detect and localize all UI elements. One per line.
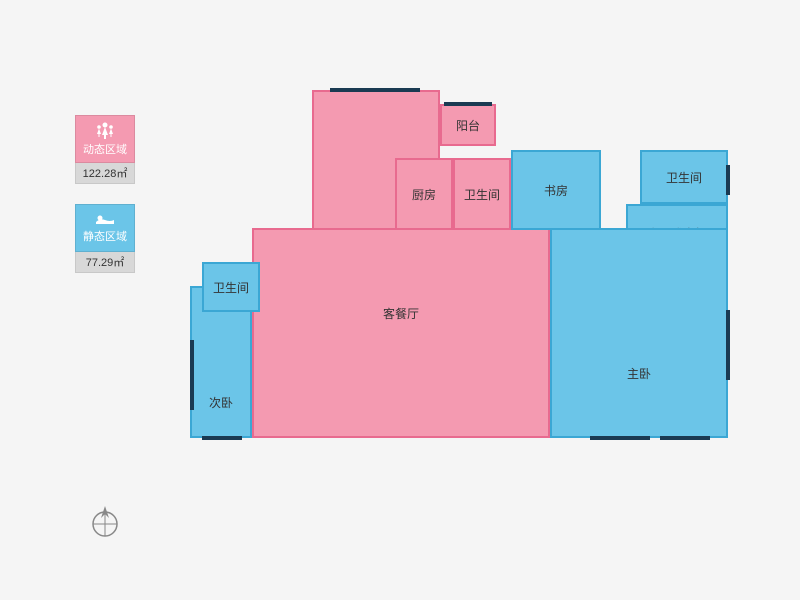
room-kitchen: 厨房 xyxy=(395,158,453,230)
window-mark-5 xyxy=(202,436,242,440)
room-label-living: 客餐厅 xyxy=(381,305,421,322)
room-bath1: 卫生间 xyxy=(453,158,511,230)
floorplan: 客餐厅厨房卫生间阳台书房卫生间步入式衣柜主卧次卧卫生间 xyxy=(190,90,750,470)
room-label-study: 书房 xyxy=(542,182,570,199)
room-label-master: 主卧 xyxy=(625,365,653,382)
window-mark-6 xyxy=(590,436,650,440)
room-label-bath1: 卫生间 xyxy=(462,186,502,203)
window-mark-2 xyxy=(726,165,730,195)
room-master: 主卧 xyxy=(550,228,728,438)
legend-static: 静态区域 77.29㎡ xyxy=(75,204,135,273)
compass-icon xyxy=(85,500,125,540)
people-icon xyxy=(94,121,116,139)
sleep-icon xyxy=(94,212,116,226)
room-label-second: 次卧 xyxy=(207,394,235,411)
legend-static-value: 77.29㎡ xyxy=(75,252,135,273)
window-mark-7 xyxy=(660,436,710,440)
static-zone-icon: 静态区域 xyxy=(75,204,135,252)
room-balcony: 阳台 xyxy=(440,104,496,146)
legend-dynamic-title: 动态区域 xyxy=(83,141,127,157)
room-label-balcony: 阳台 xyxy=(454,117,482,134)
legend-panel: 动态区域 122.28㎡ 静态区域 77.29㎡ xyxy=(75,115,135,293)
legend-static-title: 静态区域 xyxy=(83,228,127,244)
dynamic-zone-icon: 动态区域 xyxy=(75,115,135,163)
window-mark-3 xyxy=(330,88,420,92)
room-living: 客餐厅 xyxy=(252,228,550,438)
legend-dynamic: 动态区域 122.28㎡ xyxy=(75,115,135,184)
legend-dynamic-value: 122.28㎡ xyxy=(75,163,135,184)
room-label-bath2: 卫生间 xyxy=(664,169,704,186)
room-bath2: 卫生间 xyxy=(640,150,728,204)
room-label-kitchen: 厨房 xyxy=(410,186,438,203)
window-mark-0 xyxy=(190,340,194,410)
room-bath3: 卫生间 xyxy=(202,262,260,312)
room-label-bath3: 卫生间 xyxy=(211,279,251,296)
window-mark-1 xyxy=(726,310,730,380)
room-study: 书房 xyxy=(511,150,601,230)
window-mark-4 xyxy=(444,102,492,106)
